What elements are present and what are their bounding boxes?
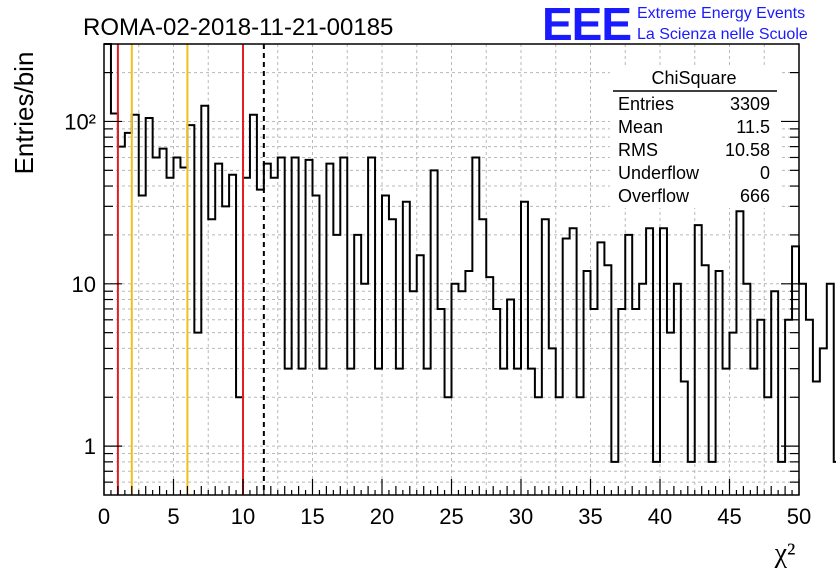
stat-value-underflow: 0 [760,163,770,183]
stat-value-entries: 3309 [730,94,770,114]
x-tick-label: 20 [370,504,394,529]
stats-box: ChiSquare Entries 3309 Mean 11.5 RMS 10.… [610,68,780,208]
brand-line-1: Extreme Energy Events [637,5,805,22]
x-tick-label: 25 [439,504,463,529]
stat-value-mean: 11.5 [736,117,770,137]
stats-box-title: ChiSquare [651,68,736,88]
x-tick-label: 40 [648,504,672,529]
x-tick-label: 50 [787,504,811,529]
grid-lines [104,44,799,495]
x-tick-label: 45 [717,504,741,529]
y-tick-label: 10 [72,272,96,297]
stat-value-overflow: 666 [740,186,770,206]
stat-label-underflow: Underflow [618,163,700,183]
stat-label-overflow: Overflow [618,186,690,206]
x-tick-label: 35 [578,504,602,529]
stat-label-mean: Mean [618,117,663,137]
y-tick-label: 1 [84,434,96,459]
stat-label-rms: RMS [618,140,658,160]
x-tick-label: 15 [300,504,324,529]
histogram-series [104,43,836,463]
stat-label-entries: Entries [618,94,674,114]
x-axis-title: χ² [774,538,796,569]
axis-ticks: 0 5 10 15 20 25 30 35 40 45 50 1 10 10² [64,71,811,529]
y-tick-label: 10² [64,109,96,134]
eee-logo-text: EEE [542,0,631,50]
cut-lines [116,44,265,495]
eee-logo: EEE Extreme Energy Events La Scienza nel… [542,0,808,50]
brand-line-2: La Scienza nelle Scuole [637,26,808,43]
chart-title: ROMA-02-2018-11-21-00185 [83,14,393,41]
x-tick-label: 0 [98,504,110,529]
stat-value-rms: 10.58 [725,140,770,160]
x-tick-label: 30 [509,504,533,529]
x-tick-label: 5 [167,504,179,529]
x-tick-label: 10 [231,504,255,529]
histogram-outline [104,43,836,463]
y-axis-title: Entries/bin [9,52,39,175]
